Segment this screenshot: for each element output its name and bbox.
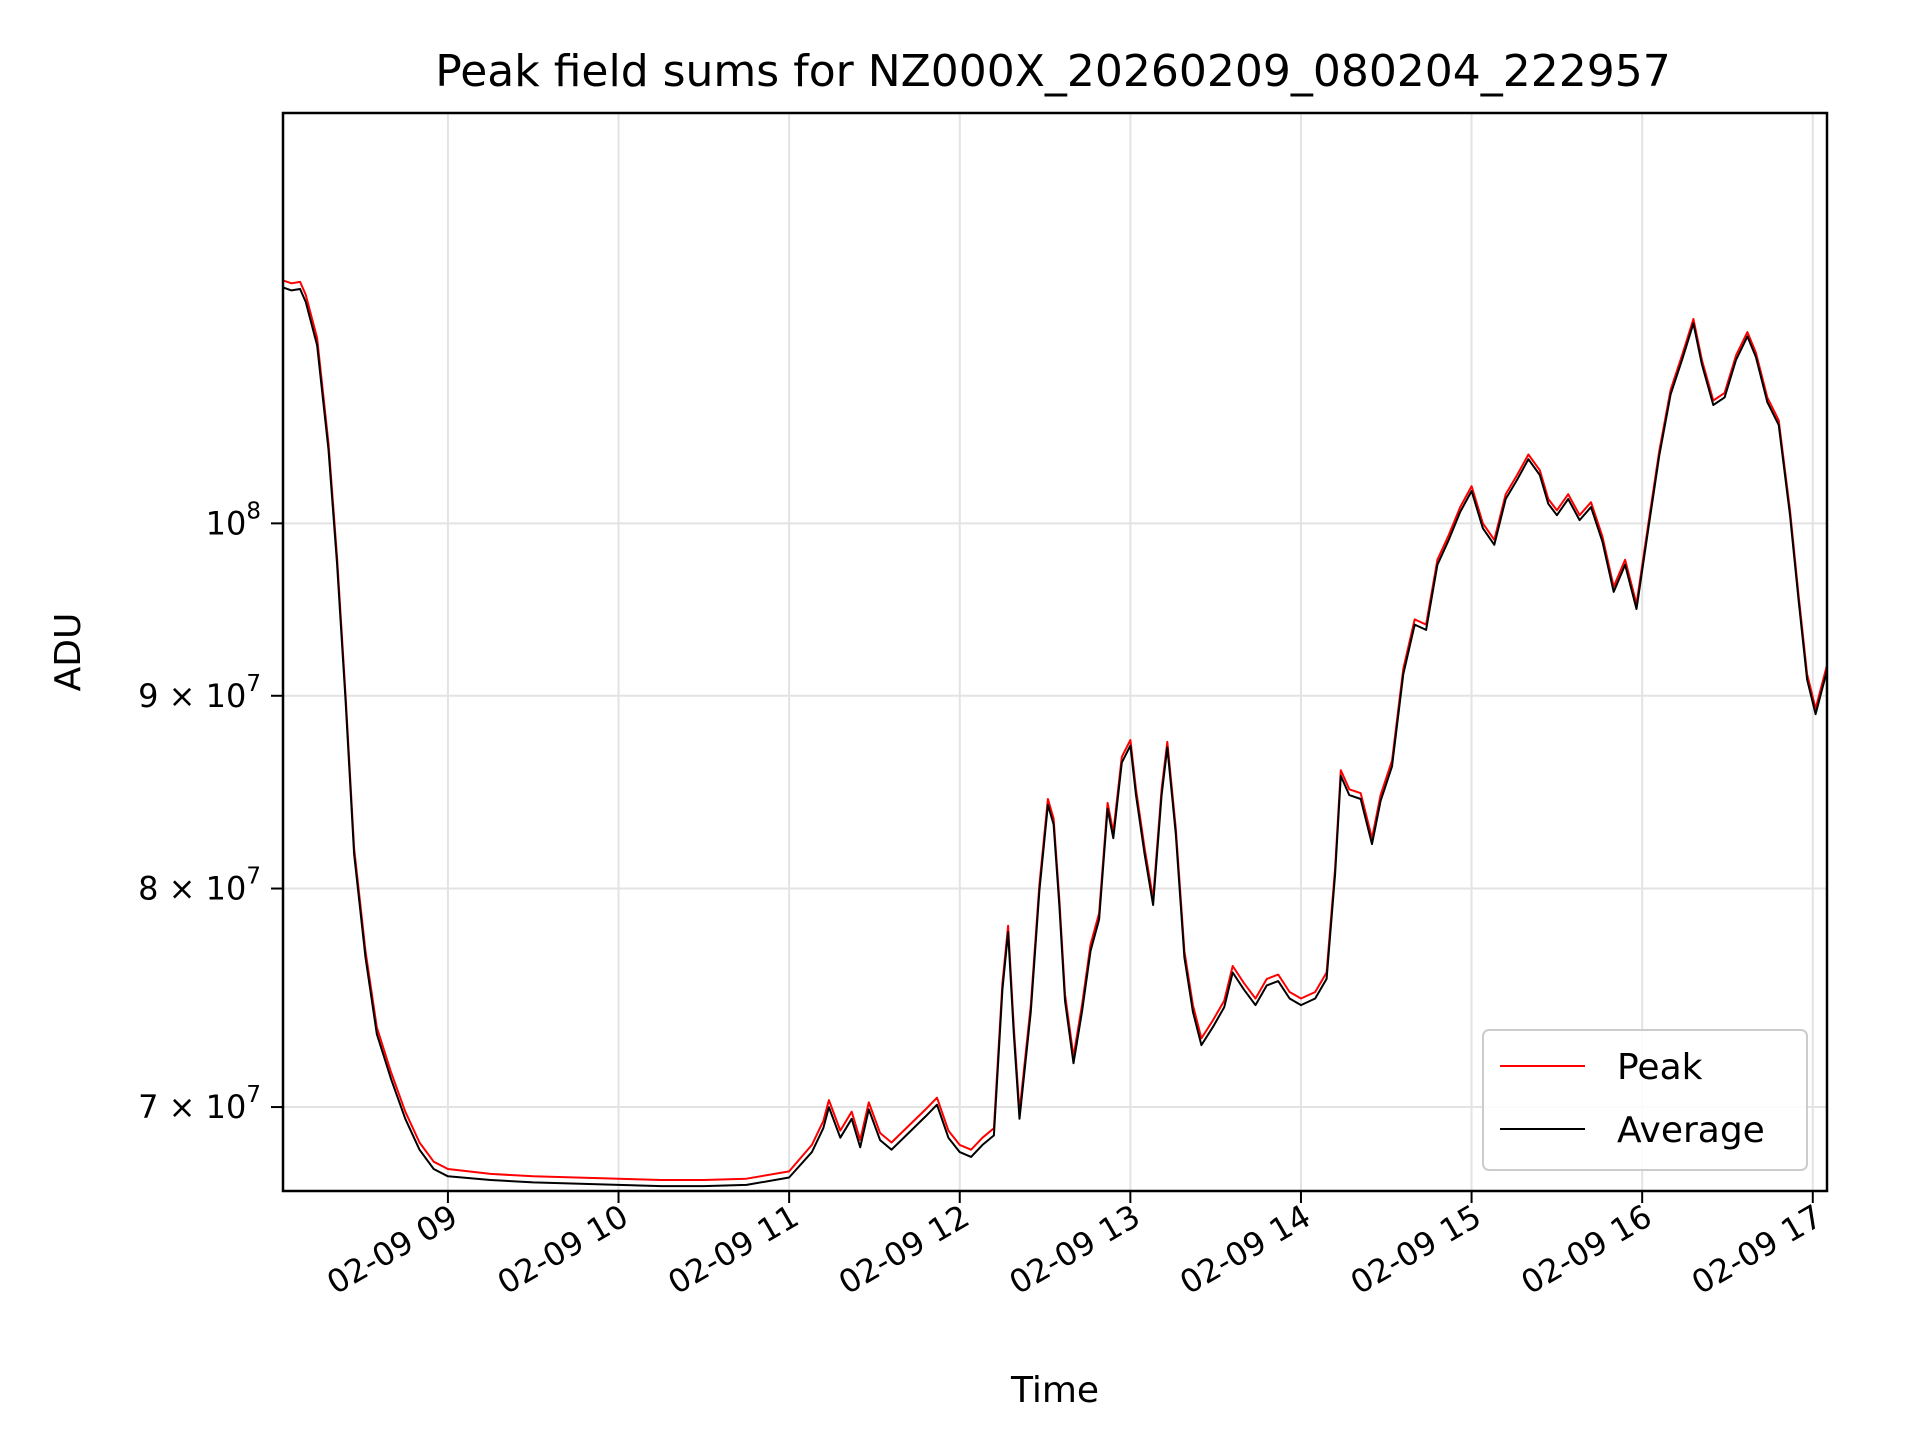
chart-title: Peak field sums for NZ000X_20260209_0802…: [435, 46, 1671, 97]
legend-label-average: Average: [1617, 1110, 1765, 1151]
y-tick-label: 9 × 107: [138, 671, 261, 715]
legend-label-peak: Peak: [1617, 1047, 1703, 1088]
y-axis-label: ADU: [48, 613, 89, 692]
y-axis-ticks: 7 × 107 8 × 107 9 × 107 108: [138, 498, 283, 1126]
y-tick-label: 108: [206, 498, 261, 542]
series-line-average: [283, 286, 1827, 1188]
plot-frame: [281, 111, 1829, 1193]
series-layer: [283, 279, 1827, 1188]
legend: Peak Average: [1482, 1029, 1808, 1171]
y-tick-label: 7 × 107: [138, 1082, 261, 1126]
y-tick-label: 8 × 107: [138, 864, 261, 908]
x-axis-label: Time: [1010, 1370, 1099, 1411]
